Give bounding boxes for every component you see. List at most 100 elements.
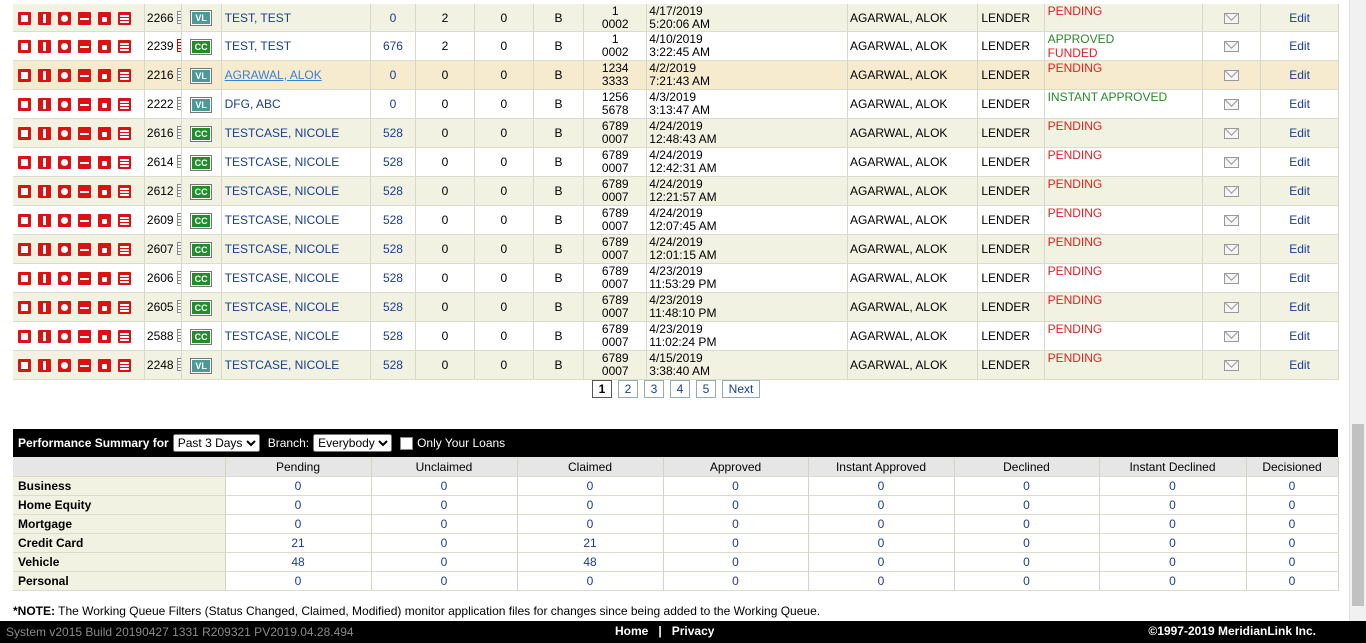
page-4-link[interactable]: 4	[670, 380, 690, 398]
lock-icon[interactable]	[98, 11, 111, 25]
perf-value[interactable]: 0	[1099, 571, 1247, 591]
envelope-icon[interactable]	[1224, 12, 1240, 24]
edit-link[interactable]: Edit	[1260, 205, 1339, 235]
applicant-name[interactable]: AGRAWAL, ALOK	[221, 60, 371, 90]
camera-icon[interactable]	[58, 272, 71, 286]
person-icon[interactable]	[38, 98, 51, 112]
credit-score[interactable]: 0	[370, 89, 417, 119]
period-select[interactable]: Past 3 Days	[172, 434, 260, 452]
envelope-icon[interactable]	[1224, 186, 1240, 198]
next-page-button[interactable]: Next	[722, 380, 760, 398]
envelope-icon[interactable]	[1224, 41, 1240, 53]
person-icon[interactable]	[38, 359, 51, 373]
envelope-icon[interactable]	[1224, 244, 1240, 256]
upload-icon[interactable]	[18, 127, 31, 141]
perf-value[interactable]: 0	[1099, 495, 1247, 515]
credit-score[interactable]: 528	[370, 350, 417, 380]
upload-icon[interactable]	[18, 11, 31, 25]
perf-value[interactable]: 0	[954, 495, 1100, 515]
camera-icon[interactable]	[58, 243, 71, 257]
list-icon[interactable]	[118, 214, 131, 228]
perf-value[interactable]: 0	[371, 476, 518, 496]
notes-icon[interactable]	[176, 329, 181, 342]
image-icon[interactable]	[78, 40, 91, 54]
upload-icon[interactable]	[18, 272, 31, 286]
notes-icon[interactable]	[176, 126, 181, 139]
camera-icon[interactable]	[58, 69, 71, 83]
image-icon[interactable]	[78, 98, 91, 112]
camera-icon[interactable]	[58, 185, 71, 199]
person-icon[interactable]	[38, 185, 51, 199]
page-5-link[interactable]: 5	[696, 380, 716, 398]
camera-icon[interactable]	[58, 359, 71, 373]
person-icon[interactable]	[38, 301, 51, 315]
perf-value[interactable]: 0	[808, 571, 955, 591]
person-icon[interactable]	[38, 214, 51, 228]
perf-value[interactable]: 0	[225, 495, 372, 515]
perf-value[interactable]: 0	[663, 514, 809, 534]
notes-icon[interactable]	[176, 213, 181, 226]
notes-icon[interactable]	[176, 271, 181, 284]
upload-icon[interactable]	[18, 301, 31, 315]
person-icon[interactable]	[38, 156, 51, 170]
image-icon[interactable]	[78, 69, 91, 83]
credit-score[interactable]: 0	[370, 4, 417, 32]
perf-value[interactable]: 0	[517, 476, 664, 496]
lock-icon[interactable]	[98, 359, 111, 373]
vertical-scrollbar[interactable]	[1349, 0, 1366, 621]
credit-score[interactable]: 528	[370, 321, 417, 351]
perf-value[interactable]: 21	[225, 533, 372, 553]
credit-score[interactable]: 528	[370, 205, 417, 235]
perf-value[interactable]: 0	[954, 514, 1100, 534]
perf-value[interactable]: 0	[371, 571, 518, 591]
perf-value[interactable]: 0	[1099, 476, 1247, 496]
image-icon[interactable]	[78, 243, 91, 257]
notes-icon[interactable]	[176, 184, 181, 197]
envelope-icon[interactable]	[1224, 273, 1240, 285]
perf-value[interactable]: 0	[954, 552, 1100, 572]
edit-link[interactable]: Edit	[1260, 60, 1339, 90]
envelope-icon[interactable]	[1224, 360, 1240, 372]
perf-value[interactable]: 0	[1099, 514, 1247, 534]
envelope-icon[interactable]	[1224, 128, 1240, 140]
lock-icon[interactable]	[98, 156, 111, 170]
perf-value[interactable]: 48	[517, 552, 664, 572]
applicant-name[interactable]: TESTCASE, NICOLE	[221, 321, 371, 351]
perf-value[interactable]: 0	[663, 552, 809, 572]
envelope-icon[interactable]	[1224, 215, 1240, 227]
edit-link[interactable]: Edit	[1260, 176, 1339, 206]
camera-icon[interactable]	[58, 98, 71, 112]
list-icon[interactable]	[118, 98, 131, 112]
envelope-icon[interactable]	[1224, 302, 1240, 314]
lock-icon[interactable]	[98, 330, 111, 344]
notes-icon[interactable]	[176, 39, 181, 52]
perf-value[interactable]: 0	[371, 552, 518, 572]
perf-value[interactable]: 0	[517, 514, 664, 534]
applicant-name[interactable]: TESTCASE, NICOLE	[221, 118, 371, 148]
applicant-name[interactable]: TESTCASE, NICOLE	[221, 263, 371, 293]
edit-link[interactable]: Edit	[1260, 321, 1339, 351]
perf-value[interactable]: 0	[1246, 514, 1339, 534]
list-icon[interactable]	[118, 156, 131, 170]
applicant-name[interactable]: TEST, TEST	[221, 4, 371, 32]
edit-link[interactable]: Edit	[1260, 292, 1339, 322]
list-icon[interactable]	[118, 69, 131, 83]
upload-icon[interactable]	[18, 98, 31, 112]
list-icon[interactable]	[118, 359, 131, 373]
perf-value[interactable]: 0	[954, 571, 1100, 591]
perf-value[interactable]: 0	[663, 495, 809, 515]
image-icon[interactable]	[78, 214, 91, 228]
image-icon[interactable]	[78, 330, 91, 344]
camera-icon[interactable]	[58, 127, 71, 141]
lock-icon[interactable]	[98, 98, 111, 112]
perf-value[interactable]: 0	[1099, 552, 1247, 572]
credit-score[interactable]: 0	[370, 60, 417, 90]
credit-score[interactable]: 528	[370, 176, 417, 206]
lock-icon[interactable]	[98, 214, 111, 228]
edit-link[interactable]: Edit	[1260, 118, 1339, 148]
edit-link[interactable]: Edit	[1260, 89, 1339, 119]
list-icon[interactable]	[118, 40, 131, 54]
credit-score[interactable]: 528	[370, 263, 417, 293]
lock-icon[interactable]	[98, 69, 111, 83]
home-link[interactable]: Home	[615, 624, 649, 638]
